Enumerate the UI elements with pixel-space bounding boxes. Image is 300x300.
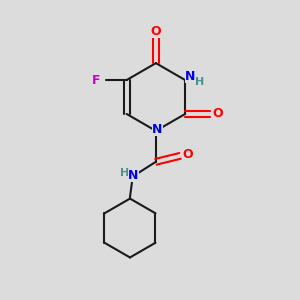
Text: H: H	[120, 168, 129, 178]
Text: O: O	[151, 25, 161, 38]
Text: N: N	[152, 123, 163, 136]
Text: O: O	[212, 107, 223, 120]
Text: O: O	[182, 148, 193, 161]
Text: F: F	[92, 74, 100, 87]
Text: N: N	[128, 169, 139, 182]
Text: H: H	[195, 76, 204, 86]
Text: N: N	[185, 70, 196, 83]
